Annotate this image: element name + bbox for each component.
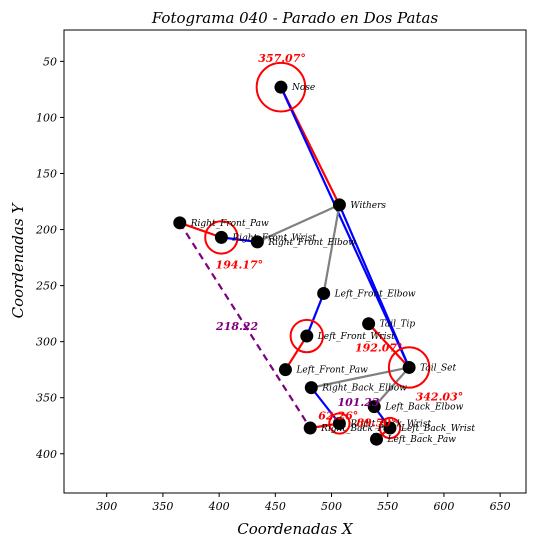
angle-value-label: 218.22 (215, 320, 258, 333)
y-tick-label: 200 (35, 224, 57, 237)
keypoint-left-back-wrist (383, 421, 397, 435)
keypoint-right-back-elbow (304, 381, 318, 395)
keypoint-label: Left_Back_Paw (386, 435, 456, 445)
keypoint-label: Left_Back_Elbow (384, 403, 463, 413)
keypoint-left-back-elbow (367, 400, 381, 414)
keypoint-tail-set (402, 360, 416, 374)
keypoint-left-front-wrist (300, 329, 314, 343)
angle-value-label: 342.03° (416, 391, 464, 404)
angle-value-label: 89.50° (357, 416, 397, 429)
keypoint-label: Left_Front_Wrist (317, 332, 395, 342)
keypoint-right-back-wrist (332, 416, 346, 430)
segment-withers-left_front_elbow (322, 203, 341, 295)
chart-title: Fotograma 040 - Parado en Dos Patas (151, 9, 439, 27)
segment-withers-tail_set (338, 203, 411, 369)
angle-marker-circle (255, 61, 307, 113)
keypoint-left-front-elbow (317, 286, 331, 300)
angle-value-label: 101.23 (337, 396, 379, 409)
segment-left_front_elbow-left_front_wrist (305, 292, 325, 338)
y-tick-label: 150 (36, 167, 57, 180)
segment-tail_set-left_back_elbow (373, 366, 411, 408)
x-axis-label: Coordenadas X (237, 520, 354, 538)
keypoint-tail-tip (362, 317, 376, 331)
angle-value-label: 62.26° (318, 410, 358, 423)
y-tick-label: 50 (43, 55, 57, 68)
angle-marker-circle (328, 412, 351, 435)
keypoint-label: Left_Back_Wrist (400, 424, 475, 434)
segment-left_front_wrist-left_front_paw (284, 334, 308, 371)
keypoint-labels: Nose Withers Right_Front_Paw Right_Front_Wr… (190, 83, 476, 445)
skeleton-segments (178, 86, 411, 441)
keypoint-label: Right_Front_Elbow (267, 238, 356, 248)
keypoint-label: Left_Front_Paw (295, 366, 368, 376)
segment-tail_set-right_back_elbow (310, 366, 411, 389)
y-axis-label: Coordenadas Y (9, 202, 27, 319)
y-tick-label: 400 (35, 448, 57, 461)
angle-value-label: 357.07° (258, 52, 306, 65)
angle-marker-circle (378, 416, 402, 440)
segment-right_front_wrist-right_front_paw (178, 221, 223, 239)
angle-annotations: 357.07° 194.17° 218.22 192.07° 342.03° 101.23… (215, 52, 463, 429)
segment-tail_set-tail_tip (367, 322, 411, 369)
y-axis-ticks: 50 100 150 200 250 300 350 400 (35, 55, 64, 461)
x-tick-label: 550 (377, 500, 398, 513)
x-tick-label: 600 (433, 500, 454, 513)
angle-marker-circle (204, 220, 239, 255)
dashed-lines (178, 222, 312, 429)
keypoint-right-back-paw (303, 421, 317, 435)
dashed-line (178, 222, 312, 429)
x-tick-label: 450 (264, 500, 286, 513)
keypoint-label: Nose (291, 83, 315, 93)
segment-right_back_elbow-right_back_wrist (310, 386, 341, 425)
keypoint-label: Tail_Set (420, 363, 456, 373)
keypoints (173, 80, 416, 446)
keypoint-label: Left_Front_Elbow (334, 289, 416, 299)
keypoint-label: Right_Front_Paw (190, 219, 269, 229)
keypoint-nose (274, 80, 288, 94)
keypoint-withers (332, 198, 346, 212)
angle-marker-circle (289, 318, 324, 354)
keypoint-right-front-paw (173, 216, 187, 230)
y-tick-label: 250 (35, 280, 57, 293)
angle-value-label: 194.17° (216, 258, 264, 271)
segment-withers-right_front_elbow (256, 203, 341, 243)
angle-markers (204, 61, 431, 440)
segment-nose-tail_set (279, 86, 411, 369)
angle-value-label: 192.07° (355, 341, 403, 354)
x-axis-ticks: 300 350 400 450 500 550 600 650 (96, 493, 511, 513)
plot-frame (63, 29, 527, 494)
x-tick-label: 650 (490, 500, 511, 513)
keypoint-label: Withers (350, 201, 386, 211)
keypoint-label: Tail_Tip (380, 320, 416, 330)
angle-marker-circle (387, 346, 431, 389)
keypoint-label: Right_Back_Paw (320, 424, 396, 434)
y-tick-label: 100 (36, 111, 57, 124)
y-tick-label: 350 (36, 392, 57, 405)
keypoint-label: Right_Back_Wrist (349, 419, 431, 429)
keypoint-left-front-paw (278, 363, 292, 377)
keypoint-right-front-elbow (250, 235, 264, 249)
keypoint-left-back-paw (369, 432, 383, 446)
x-tick-label: 400 (208, 500, 230, 513)
keypoint-label: Right_Back_Elbow (321, 384, 407, 394)
x-tick-label: 300 (96, 500, 117, 513)
x-tick-label: 350 (152, 500, 173, 513)
keypoint-right-front-wrist (214, 230, 228, 244)
x-tick-label: 500 (321, 500, 342, 513)
keypoint-label: Right_Front_Wrist (231, 233, 316, 243)
y-tick-label: 300 (36, 336, 57, 349)
